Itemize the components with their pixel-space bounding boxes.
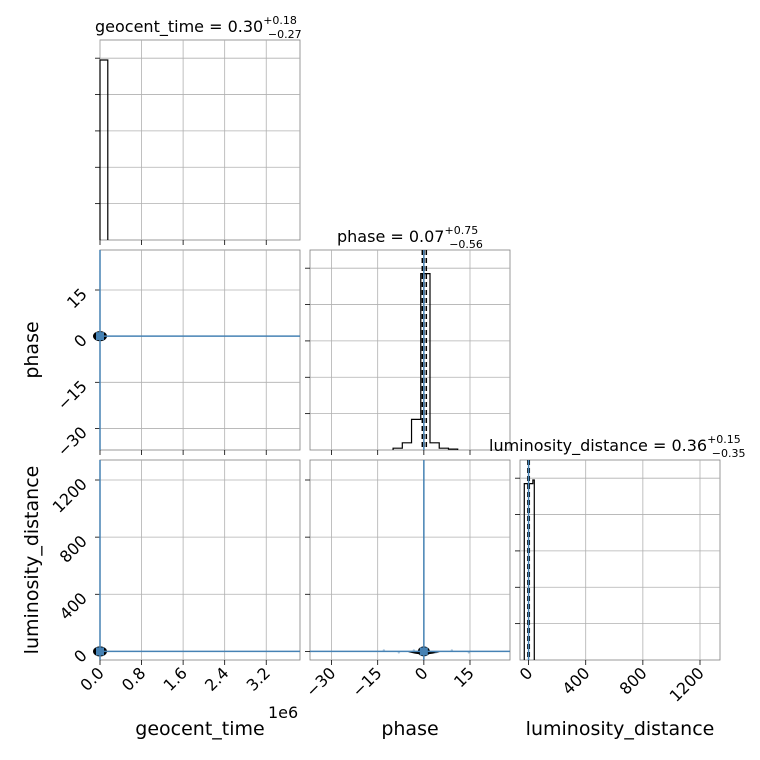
xtick-label-geocent_time: 0.8 [118,663,149,694]
xtick-label-luminosity_distance: 400 [559,663,594,698]
xlabel-luminosity-distance: luminosity_distance [526,718,715,740]
ylabel-luminosity-distance: luminosity_distance [21,466,43,655]
title-geocent-time: geocent_time = 0.30+0.18 −0.27 [95,14,302,41]
ytick-label-phase: 0 [70,331,91,352]
ytick-label-luminosity_distance: 1200 [49,474,91,516]
xtick-label-geocent_time: 2.4 [201,663,232,694]
ylabel-phase: phase [21,321,43,378]
ytick-label-phase: 15 [63,284,91,312]
title-luminosity-distance: luminosity_distance = 0.36+0.15 −0.35 [489,433,746,460]
joint-geocent_time-luminosity_distance-frame [99,459,301,661]
joint-phase-luminosity_distance-frame [309,459,511,661]
xlabel-phase: phase [381,718,438,740]
offset-label-geocent-time: 1e6 [268,703,298,722]
ytick-label-phase: −15 [54,377,91,414]
xtick-label-geocent_time: 0.0 [76,663,107,694]
joint-geocent_time-luminosity_distance-truth-point [96,647,104,656]
xtick-label-phase: 15 [450,663,478,691]
hist-phase-frame [309,249,511,451]
joint-geocent_time-phase-frame [99,249,301,451]
hist-geocent_time-histogram [99,59,109,240]
xtick-label-geocent_time: 3.2 [243,663,274,694]
hist-geocent_time-frame [99,39,301,241]
ytick-label-luminosity_distance: 0 [70,646,91,667]
hist-phase-histogram [392,273,459,450]
xtick-label-luminosity_distance: 0 [516,663,537,684]
title-geocent-time-main: geocent_time = 0.30 [95,17,263,37]
xtick-label-geocent_time: 1.6 [160,663,191,694]
xtick-label-phase: −30 [302,663,339,700]
title-phase: phase = 0.07+0.75 −0.56 [337,224,483,251]
xtick-label-phase: 0 [411,663,432,684]
ytick-label-luminosity_distance: 400 [56,589,91,624]
ytick-label-luminosity_distance: 800 [56,532,91,567]
joint-geocent_time-phase-truth-point [96,332,104,341]
ytick-label-phase: −30 [54,423,91,460]
joint-phase-luminosity_distance-truth-point [419,647,428,656]
hist-luminosity_distance-histogram [523,479,535,660]
xtick-label-luminosity_distance: 800 [616,663,651,698]
xlabel-geocent-time: geocent_time [135,718,264,740]
xtick-label-luminosity_distance: 1200 [666,663,708,705]
xtick-label-phase: −15 [348,663,385,700]
hist-luminosity_distance-frame [519,459,721,661]
